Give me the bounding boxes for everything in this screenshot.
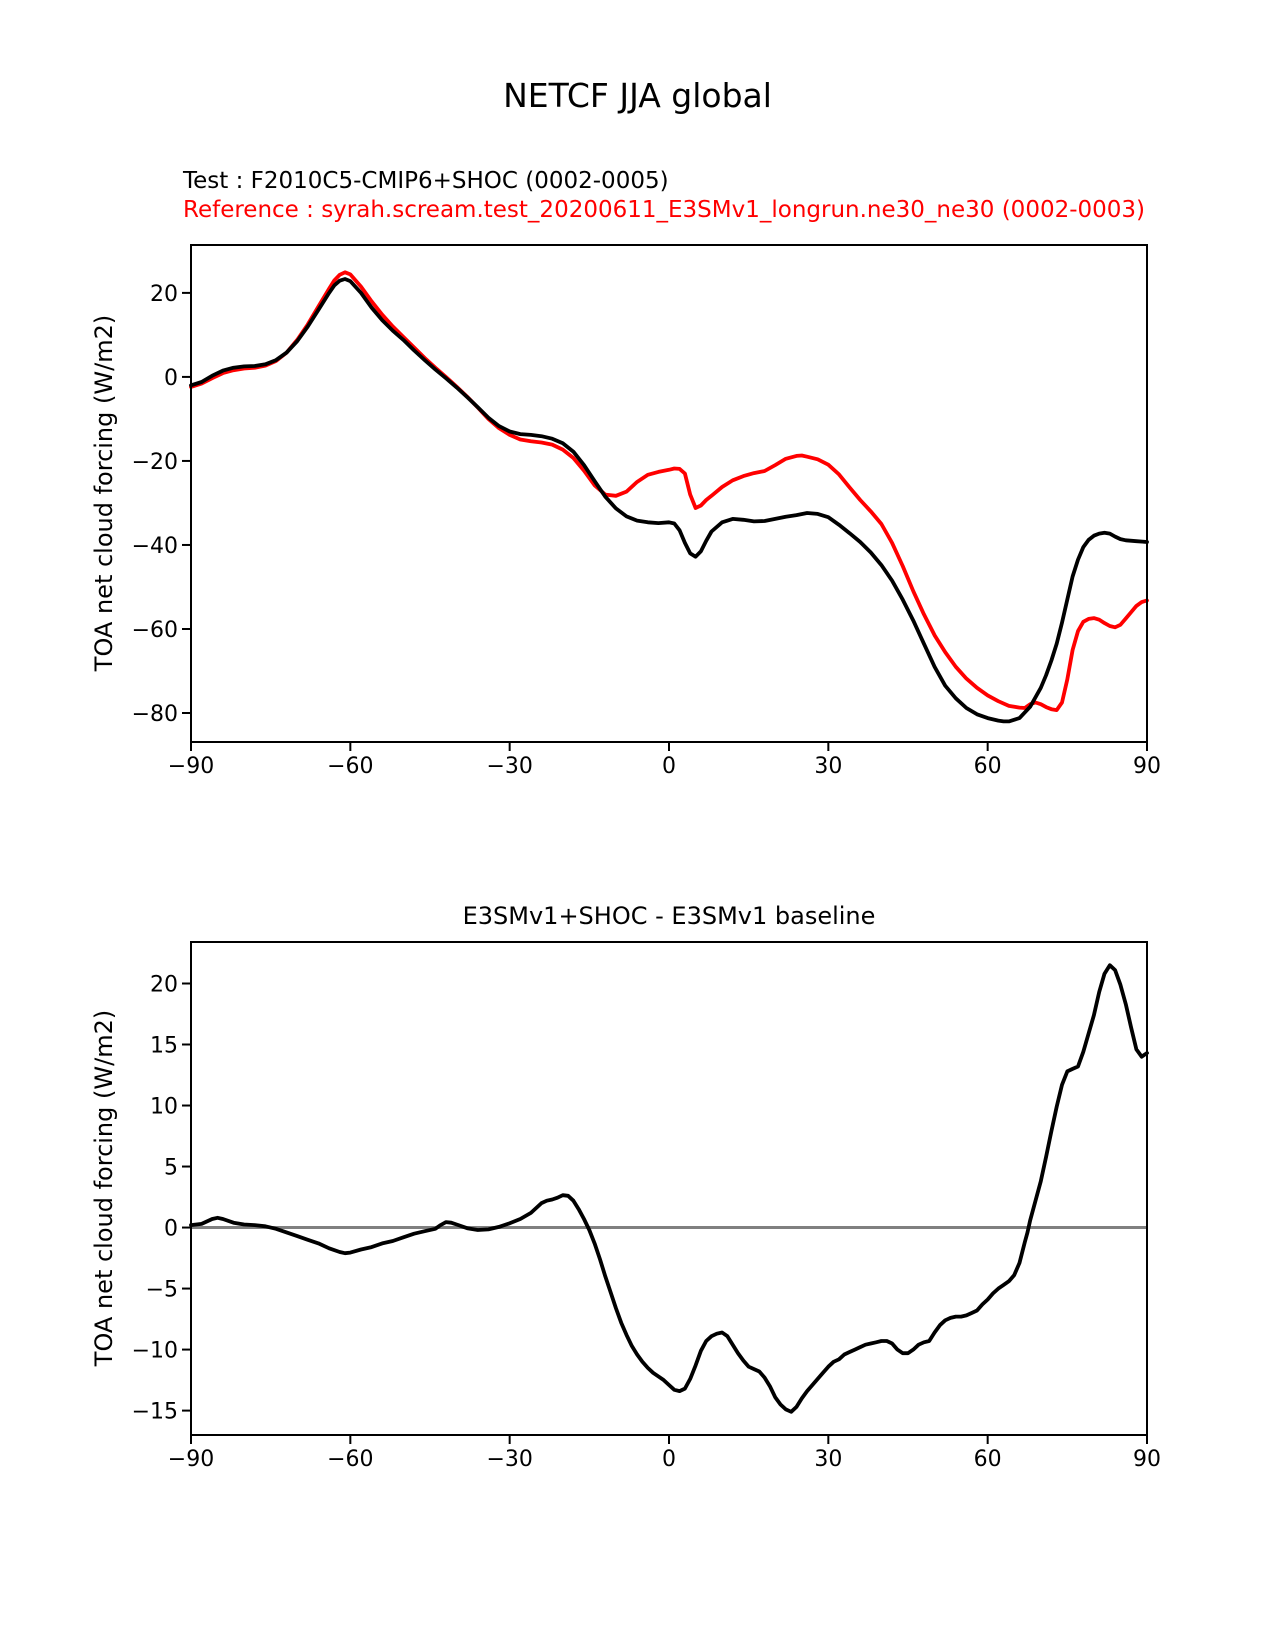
y-tick-label: 0 — [164, 1217, 178, 1242]
y-tick-label: −60 — [132, 618, 178, 643]
x-tick-label: −60 — [327, 1447, 373, 1472]
y-tick-label: −20 — [132, 450, 178, 475]
y-tick-label: 20 — [150, 282, 178, 307]
bottom-chart-title: E3SMv1+SHOC - E3SMv1 baseline — [462, 902, 876, 930]
x-tick-label: 0 — [662, 754, 676, 779]
x-tick-label: −90 — [168, 1447, 214, 1472]
axes-frame — [190, 941, 1148, 1436]
x-tick-label: −60 — [327, 754, 373, 779]
x-tick-label: 0 — [662, 1447, 676, 1472]
x-tick-label: −30 — [486, 1447, 532, 1472]
x-tick-label: 90 — [1133, 1447, 1161, 1472]
y-tick-label: −10 — [132, 1339, 178, 1364]
series-line-difference — [189, 963, 1149, 1414]
legend-reference-label: Reference : syrah.scream.test_20200611_E… — [183, 197, 1146, 223]
y-tick-label: 10 — [150, 1095, 178, 1120]
x-tick-label: 60 — [974, 754, 1002, 779]
figure-title: NETCF JJA global — [503, 76, 772, 115]
y-tick-label: 0 — [164, 366, 178, 391]
x-tick-label: 90 — [1133, 754, 1161, 779]
y-tick-label: 5 — [164, 1156, 178, 1181]
x-tick-label: −30 — [486, 754, 532, 779]
y-tick-label: 20 — [150, 972, 178, 997]
y-tick-label: −15 — [132, 1400, 178, 1425]
legend-test-label: Test : F2010C5-CMIP6+SHOC (0002-0005) — [183, 168, 669, 194]
y-tick-label: 15 — [150, 1034, 178, 1059]
series-line-reference — [189, 270, 1149, 712]
y-tick-label: −5 — [146, 1278, 178, 1303]
y-tick-label: −80 — [132, 702, 178, 727]
x-tick-label: 30 — [814, 1447, 842, 1472]
y-tick-label: −40 — [132, 534, 178, 559]
series-line-test — [189, 277, 1149, 724]
x-tick-label: 60 — [974, 1447, 1002, 1472]
x-tick-label: −90 — [168, 754, 214, 779]
x-tick-label: 30 — [814, 754, 842, 779]
